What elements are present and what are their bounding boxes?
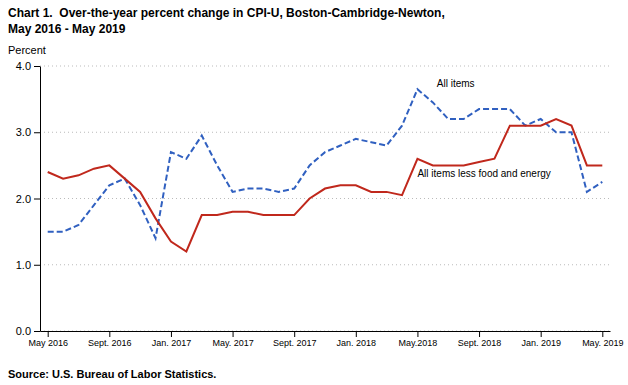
- grid-line: [40, 132, 610, 133]
- x-tick: May.2018: [399, 331, 438, 348]
- x-tick-mark: [417, 331, 418, 337]
- y-tick: 1.0: [16, 259, 40, 271]
- series-line: [48, 119, 603, 252]
- y-axis-label: Percent: [8, 44, 46, 56]
- x-tick: Sept. 2016: [88, 331, 132, 348]
- y-tick: 4.0: [16, 60, 40, 72]
- grid-line: [40, 331, 610, 332]
- y-axis-line: [40, 67, 41, 332]
- x-tick-mark: [541, 331, 542, 337]
- grid-line: [40, 66, 610, 67]
- x-tick-mark: [233, 331, 234, 337]
- x-tick-label: May. 2019: [582, 338, 623, 348]
- x-tick-label: Jan. 2017: [152, 338, 192, 348]
- grid: [40, 66, 610, 331]
- x-tick: May 2016: [28, 331, 68, 348]
- y-tick-mark: [34, 199, 40, 200]
- x-tick-label: Sept. 2016: [88, 338, 132, 348]
- grid-line: [40, 264, 610, 265]
- y-tick-mark: [34, 66, 40, 67]
- x-tick-mark: [48, 331, 49, 337]
- y-tick-label: 2.0: [16, 193, 31, 205]
- x-tick: Jan. 2018: [337, 331, 377, 348]
- x-tick-mark: [479, 331, 480, 337]
- x-tick: May. 2019: [582, 331, 623, 348]
- x-tick: Sept. 2017: [273, 331, 317, 348]
- series-label: All items: [437, 78, 475, 89]
- x-tick-mark: [171, 331, 172, 337]
- y-tick-label: 0.0: [16, 325, 31, 337]
- y-tick: 0.0: [16, 325, 40, 337]
- x-tick-mark: [602, 331, 603, 337]
- x-tick-mark: [356, 331, 357, 337]
- series-labels: All items All items less food and energy: [417, 78, 550, 179]
- x-tick-label: Sept. 2018: [458, 338, 502, 348]
- chart: Chart 1. Over-the-year percent change in…: [0, 0, 628, 385]
- x-axis: May 2016 Sept. 2016 Jan. 2017 May. 2017 Sept…: [28, 331, 623, 348]
- y-tick: 3.0: [16, 126, 40, 138]
- y-axis: 0.0 1.0 2.0 3.0 4.0: [16, 60, 41, 337]
- x-tick: Jan. 2017: [152, 331, 192, 348]
- x-tick-label: May 2016: [28, 338, 68, 348]
- x-tick-label: Sept. 2017: [273, 338, 317, 348]
- y-tick-mark: [34, 331, 40, 332]
- y-tick: 2.0: [16, 193, 40, 205]
- x-tick-label: Jan. 2019: [521, 338, 561, 348]
- x-axis-line: [41, 331, 611, 332]
- x-tick: May. 2017: [212, 331, 253, 348]
- y-tick-label: 3.0: [16, 126, 31, 138]
- x-tick: Jan. 2019: [521, 331, 561, 348]
- x-tick: Sept. 2018: [458, 331, 502, 348]
- series-label: All items less food and energy: [417, 168, 550, 179]
- subtitle: May 2016 - May 2019: [8, 22, 126, 36]
- grid-line: [40, 198, 610, 199]
- y-tick-label: 4.0: [16, 60, 31, 72]
- x-tick-mark: [294, 331, 295, 337]
- y-tick-mark: [34, 132, 40, 133]
- y-tick-label: 1.0: [16, 259, 31, 271]
- series-line: [48, 89, 603, 238]
- y-tick-mark: [34, 265, 40, 266]
- title: Chart 1. Over-the-year percent change in…: [8, 6, 445, 20]
- x-tick-label: May.2018: [399, 338, 438, 348]
- x-tick-label: Jan. 2018: [337, 338, 377, 348]
- plot: 0.0 1.0 2.0 3.0 4.0 May 2016 Sept. 2016 Jan. 20…: [16, 60, 624, 348]
- source: Source: U.S. Bureau of Labor Statistics.: [8, 368, 216, 380]
- x-tick-mark: [109, 331, 110, 337]
- x-tick-label: May. 2017: [212, 338, 253, 348]
- lines: [48, 89, 603, 251]
